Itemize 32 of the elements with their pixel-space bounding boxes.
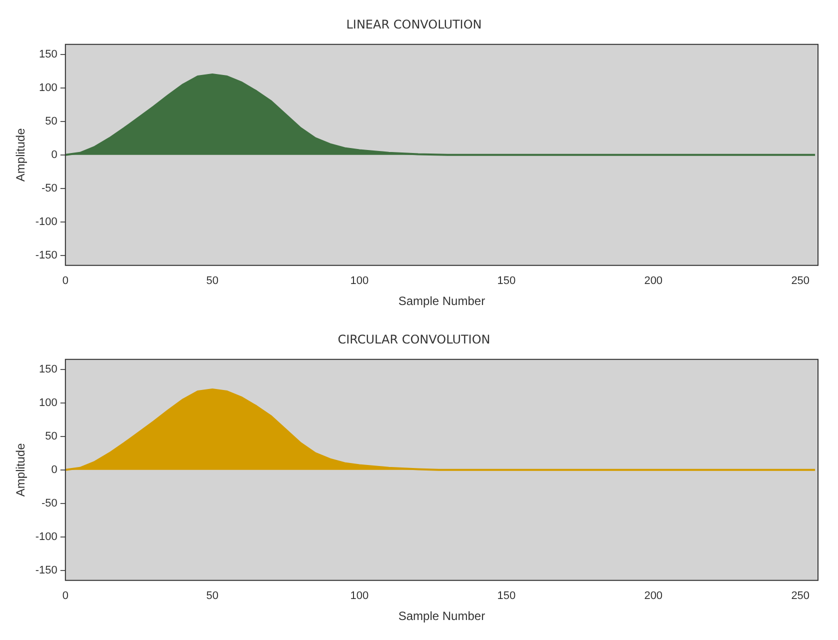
x-axis-title: Sample Number bbox=[398, 609, 486, 624]
x-axis-title: Sample Number bbox=[398, 294, 486, 308]
x-tick-label: 100 bbox=[350, 275, 369, 288]
y-tick-label: 0 bbox=[51, 464, 58, 476]
x-tick-label: 250 bbox=[791, 590, 810, 602]
y-tick-label: 150 bbox=[39, 363, 58, 376]
y-tick-label: 50 bbox=[45, 430, 58, 442]
y-axis-title: Amplitude bbox=[14, 442, 28, 497]
x-tick-label: 200 bbox=[644, 590, 663, 602]
y-tick-label: 100 bbox=[39, 396, 58, 409]
x-tick-label: 0 bbox=[62, 590, 68, 602]
y-tick-label: 50 bbox=[45, 115, 58, 128]
y-tick-label: -50 bbox=[42, 497, 58, 510]
y-tick-label: 100 bbox=[39, 82, 58, 94]
chart-title: CIRCULAR CONVOLUTION bbox=[338, 332, 490, 346]
y-tick-label: -50 bbox=[42, 182, 58, 194]
y-tick-label: 0 bbox=[51, 148, 58, 161]
y-tick-label: 150 bbox=[39, 48, 58, 60]
y-tick-label: -100 bbox=[35, 530, 58, 543]
x-tick-label: 150 bbox=[497, 590, 516, 602]
y-tick-label: -150 bbox=[35, 249, 58, 262]
y-axis-title: Amplitude bbox=[14, 128, 28, 182]
x-tick-label: 150 bbox=[497, 275, 516, 288]
x-tick-label: 50 bbox=[206, 590, 219, 602]
chart-title: LINEAR CONVOLUTION bbox=[346, 17, 482, 32]
x-tick-label: 0 bbox=[62, 275, 68, 288]
y-tick-label: -150 bbox=[35, 564, 58, 576]
y-tick-label: -100 bbox=[35, 216, 58, 228]
x-tick-label: 200 bbox=[644, 275, 663, 288]
x-tick-label: 250 bbox=[791, 275, 810, 288]
x-tick-label: 100 bbox=[350, 590, 369, 602]
x-tick-label: 50 bbox=[206, 275, 219, 288]
